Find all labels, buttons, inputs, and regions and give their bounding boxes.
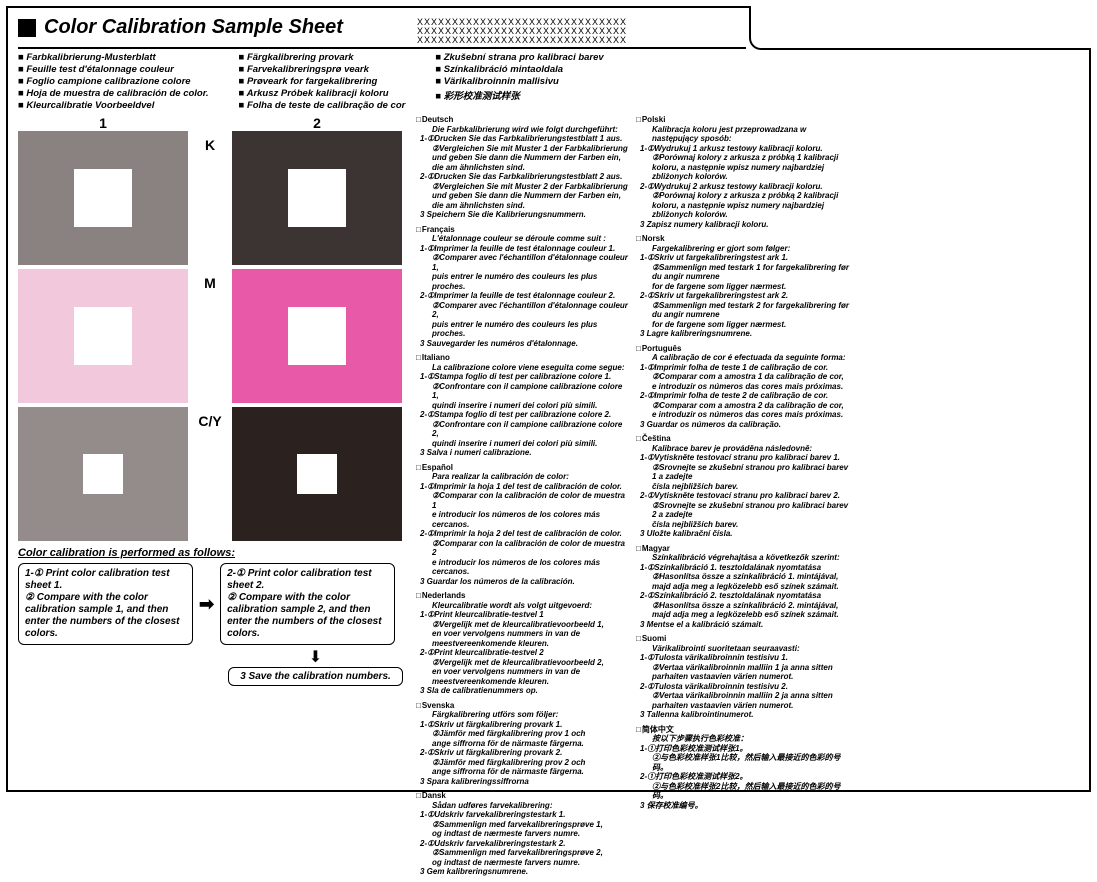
swatch-row: M bbox=[18, 269, 410, 403]
swatch-row: C/Y bbox=[18, 407, 410, 541]
lang-block-title: Deutsch bbox=[416, 115, 630, 125]
page-frame: Color Calibration Sample Sheet XXXXXXXXX… bbox=[6, 6, 1091, 792]
swatch-row: K bbox=[18, 131, 410, 265]
save-box: 3 Save the calibration numbers. bbox=[228, 667, 403, 686]
row-label: K bbox=[188, 137, 232, 153]
lang-block: NorskFargekalibrering er gjort som følge… bbox=[636, 234, 850, 339]
content: 1 2 K M C/Y Color calibration is perform… bbox=[18, 115, 1079, 882]
language-instructions: DeutschDie Farbkalibrierung wird wie fol… bbox=[416, 115, 1079, 882]
lang-block: SvenskaFärgkalibrering utförs som följer… bbox=[416, 701, 630, 787]
lang-block: PolskiKalibracja koloru jest przeprowadz… bbox=[636, 115, 850, 229]
lang-block: PortuguêsA calibração de cor é efectuada… bbox=[636, 344, 850, 430]
lang-block-title: Nederlands bbox=[416, 591, 630, 601]
col-1-label: 1 bbox=[18, 115, 188, 131]
lang-block-title: Čeština bbox=[636, 434, 850, 444]
header-rule bbox=[18, 47, 746, 49]
lang-block-title: Suomi bbox=[636, 634, 850, 644]
lang-col-3: Zkušební strana pro kalibraci barevSzínk… bbox=[435, 52, 603, 111]
lang-block: FrançaisL'étalonnage couleur se déroule … bbox=[416, 225, 630, 349]
swatch-rows: K M C/Y bbox=[18, 131, 410, 541]
instructions-title: Color calibration is performed as follow… bbox=[18, 547, 410, 559]
lang-block-title: Italiano bbox=[416, 353, 630, 363]
title-block: Color Calibration Sample Sheet bbox=[18, 16, 343, 39]
arrow-right-icon: ➡ bbox=[199, 594, 214, 615]
lang-block-title: Magyar bbox=[636, 544, 850, 554]
lang-block: DanskSådan udføres farvekalibrering:1-①U… bbox=[416, 791, 630, 877]
lang-instr-left: DeutschDie Farbkalibrierung wird wie fol… bbox=[416, 115, 630, 882]
lang-block: SuomiVärikalibrointi suoritetaan seuraav… bbox=[636, 634, 850, 720]
lang-block: ČeštinaKalibrace barev je prováděna násl… bbox=[636, 434, 850, 539]
swatch-1 bbox=[18, 269, 188, 403]
lang-block-title: Polski bbox=[636, 115, 850, 125]
step-box-1: 1-① Print color calibration test sheet 1… bbox=[18, 563, 193, 645]
swatch-2 bbox=[232, 269, 402, 403]
lang-block: 简体中文按以下步骤执行色彩校准：1-①打印色彩校准测试样张1。②与色彩校准样张1… bbox=[636, 725, 850, 811]
swatch-header: 1 2 bbox=[18, 115, 410, 131]
swatch-1 bbox=[18, 407, 188, 541]
lang-block: NederlandsKleurcalibratie wordt als volg… bbox=[416, 591, 630, 696]
row-label: C/Y bbox=[188, 413, 232, 429]
lang-block: ItalianoLa calibrazione colore viene ese… bbox=[416, 353, 630, 458]
x-pattern: XXXXXXXXXXXXXXXXXXXXXXXXXXXXXX XXXXXXXXX… bbox=[417, 18, 627, 45]
step-row: 1-① Print color calibration test sheet 1… bbox=[18, 563, 410, 645]
lang-block-title: Norsk bbox=[636, 234, 850, 244]
swatch-1 bbox=[18, 131, 188, 265]
page-title: Color Calibration Sample Sheet bbox=[44, 16, 343, 39]
lang-block: MagyarSzínkalibráció végrehajtása a köve… bbox=[636, 544, 850, 630]
language-names: Farbkalibrierung-MusterblattFeuille test… bbox=[18, 52, 1079, 111]
lang-block: DeutschDie Farbkalibrierung wird wie fol… bbox=[416, 115, 630, 220]
arrow-down-icon: ⬇ bbox=[228, 647, 403, 667]
swatch-2 bbox=[232, 131, 402, 265]
spacer bbox=[188, 115, 232, 131]
lang-block: EspañolPara realizar la calibración de c… bbox=[416, 463, 630, 587]
step-box-2: 2-① Print color calibration test sheet 2… bbox=[220, 563, 395, 645]
lang-block-title: Dansk bbox=[416, 791, 630, 801]
lang-block-title: Español bbox=[416, 463, 630, 473]
lang-block-title: Svenska bbox=[416, 701, 630, 711]
title-square-icon bbox=[18, 19, 36, 37]
col-2-label: 2 bbox=[232, 115, 402, 131]
lang-col-2: Färgkalibrering provarkFarvekalibrerings… bbox=[239, 52, 406, 111]
lang-instr-right: PolskiKalibracja koloru jest przeprowadz… bbox=[636, 115, 850, 882]
header: Color Calibration Sample Sheet XXXXXXXXX… bbox=[18, 16, 1079, 45]
lang-col-1: Farbkalibrierung-MusterblattFeuille test… bbox=[18, 52, 209, 111]
row-label: M bbox=[188, 275, 232, 291]
swatch-area: 1 2 K M C/Y Color calibration is perform… bbox=[18, 115, 410, 882]
lang-block-title: Português bbox=[636, 344, 850, 354]
swatch-2 bbox=[232, 407, 402, 541]
lang-block-title: 简体中文 bbox=[636, 725, 850, 735]
lang-block-title: Français bbox=[416, 225, 630, 235]
